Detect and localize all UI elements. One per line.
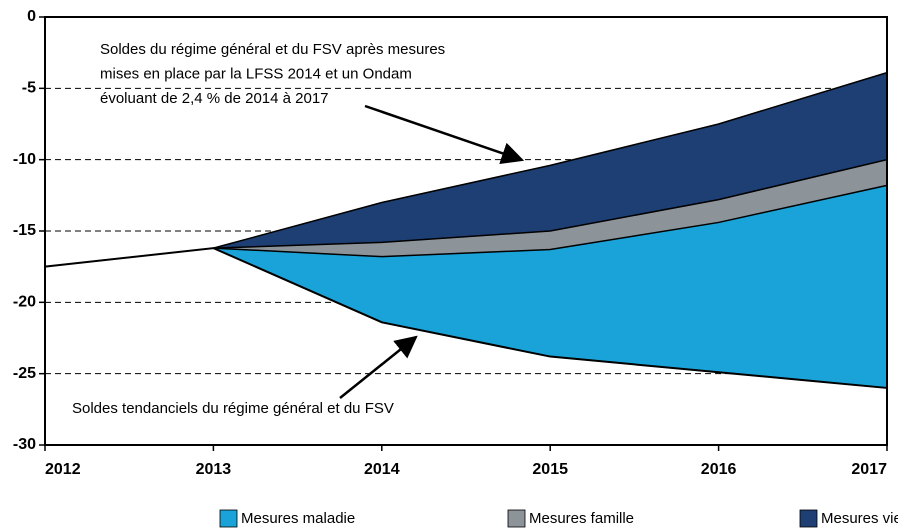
foreground: 0 -5 -10 -15 -20 -25 -30 2012 2013 2014 2015 2016 20… [13,8,898,528]
annotation: Soldes du régime général et du FSV après… [100,41,445,58]
annotation: mises en place par la LFSS 2014 et un On… [100,65,412,82]
x-tick-label: 2017 [851,461,887,478]
area [213,159,887,257]
annotation: Soldes tendanciels du régime général et … [72,400,394,417]
legend-label: Mesures maladie [241,510,355,527]
arrow [339,335,418,399]
area [213,185,887,388]
x-tick-label: 2016 [701,461,737,478]
baseline-line [44,247,888,389]
legend-label: Mesures famille [529,510,634,527]
legend-label: Mesures vieillesse [821,510,898,527]
y-tick-label: -15 [13,222,36,239]
area-outline [213,71,888,249]
y-tick-label: -5 [22,80,36,97]
y-tick-label: -20 [13,294,36,311]
y-tick-label: -25 [13,365,36,382]
y-tick-label: -10 [13,151,36,168]
legend-swatch [219,509,238,528]
plot-frame [44,16,888,446]
area [213,72,887,249]
x-tick-label: 2014 [364,461,400,478]
legend-swatch [507,509,526,528]
y-tick-label: -30 [13,436,36,453]
legend-swatch [799,509,818,528]
x-tick-label: 2013 [196,461,232,478]
annotation: évoluant de 2,4 % de 2014 à 2017 [100,90,329,107]
x-tick-label: 2012 [45,461,81,478]
y-tick-label: 0 [27,8,36,25]
arrow [364,104,525,165]
area-outline [213,184,888,258]
x-tick-label: 2015 [532,461,568,478]
areas [213,72,887,388]
area-outline [213,158,888,249]
